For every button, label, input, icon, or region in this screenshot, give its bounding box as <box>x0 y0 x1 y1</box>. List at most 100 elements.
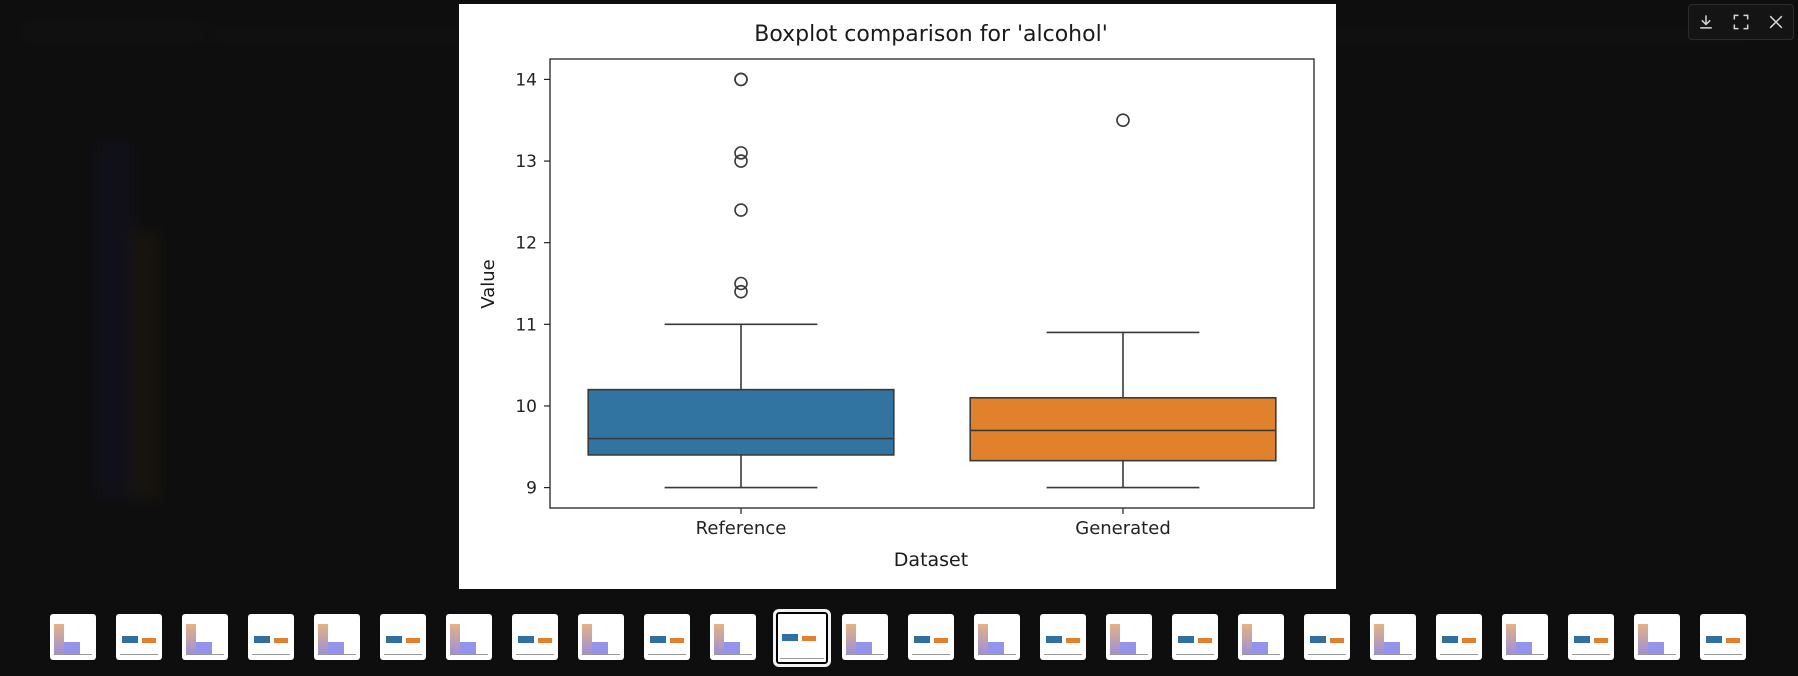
thumbnail-preview <box>846 654 884 655</box>
download-icon <box>1700 15 1713 29</box>
thumbnail[interactable] <box>908 614 954 660</box>
thumbnail-preview <box>1374 654 1412 655</box>
outlier-point <box>734 146 748 160</box>
thumbnail-preview <box>122 636 138 643</box>
thumbnail[interactable] <box>1568 614 1614 660</box>
thumbnail-preview <box>538 638 552 643</box>
thumbnail-preview <box>450 654 488 655</box>
thumbnail-preview <box>142 638 156 643</box>
thumbnail-preview <box>1706 636 1722 643</box>
thumbnail-preview <box>1442 636 1458 643</box>
outlier-point <box>734 284 748 299</box>
thumbnail-preview <box>120 654 158 655</box>
boxplot-chart: Boxplot comparison for 'alcohol' Value D… <box>478 22 1315 571</box>
thumbnail-preview <box>450 624 460 654</box>
thumbnail[interactable] <box>512 614 558 660</box>
thumbnail-preview <box>1638 654 1676 655</box>
thumbnail[interactable] <box>974 614 1020 660</box>
x-axis-label: Dataset <box>894 549 968 571</box>
thumbnail-preview <box>724 642 740 654</box>
outlier-point <box>734 72 748 87</box>
thumbnail[interactable] <box>446 614 492 660</box>
thumbnail-preview <box>1574 636 1590 643</box>
y-tick-label: 9 <box>526 479 537 499</box>
viewer-image: Boxplot comparison for 'alcohol' Value D… <box>459 4 1336 589</box>
thumbnail-preview <box>384 654 422 655</box>
thumbnail[interactable] <box>50 614 96 660</box>
thumbnail-preview <box>1506 654 1544 655</box>
thumbnail[interactable] <box>644 614 690 660</box>
thumbnail-preview <box>1594 638 1608 643</box>
thumbnail-preview <box>186 654 224 655</box>
thumbnail[interactable] <box>1502 614 1548 660</box>
thumbnail-preview <box>714 624 724 654</box>
thumbnail[interactable] <box>182 614 228 660</box>
thumbnail-preview <box>54 624 64 654</box>
thumbnail-preview <box>386 636 402 643</box>
thumbnail-preview <box>1506 624 1516 654</box>
thumbnail-preview <box>254 636 270 643</box>
thumbnail-preview <box>1330 638 1344 643</box>
box <box>969 396 1277 462</box>
thumbnail[interactable] <box>1634 614 1680 660</box>
thumbnail-preview <box>252 654 290 655</box>
thumbnail-active[interactable] <box>773 609 831 667</box>
thumbnail-preview <box>1110 624 1120 654</box>
thumbnail-preview <box>912 654 950 655</box>
thumbnail[interactable] <box>1370 614 1416 660</box>
fullscreen-icon <box>1733 14 1749 30</box>
thumbnail-preview <box>988 642 1004 654</box>
thumbnail-preview <box>1178 636 1194 643</box>
thumbnail-preview <box>1242 624 1252 654</box>
thumbnail-preview <box>318 654 356 655</box>
thumbnail[interactable] <box>1172 614 1218 660</box>
box <box>587 388 895 456</box>
thumbnail[interactable] <box>842 614 888 660</box>
thumbnail-preview <box>328 642 344 654</box>
thumbnail-preview <box>802 636 816 641</box>
thumbnail-preview <box>1726 638 1740 643</box>
thumbnail-preview <box>1110 654 1148 655</box>
x-tick-label: Reference <box>696 518 787 539</box>
close-button[interactable] <box>1762 8 1790 36</box>
thumbnail-preview <box>186 624 196 654</box>
thumbnail[interactable] <box>1040 614 1086 660</box>
thumbnail-preview <box>1704 654 1742 655</box>
y-tick-label: 10 <box>515 397 537 417</box>
thumbnail-preview <box>1516 642 1532 654</box>
thumbnail[interactable] <box>1238 614 1284 660</box>
thumbnail-preview <box>714 654 752 655</box>
thumbnail[interactable] <box>314 614 360 660</box>
thumbnail-preview <box>978 624 988 654</box>
thumbnail[interactable] <box>1304 614 1350 660</box>
thumbnail[interactable] <box>116 614 162 660</box>
thumbnail-preview <box>782 634 798 641</box>
thumbnail-preview <box>1176 654 1214 655</box>
thumbnail[interactable] <box>1700 614 1746 660</box>
x-tick-label: Generated <box>1075 518 1171 539</box>
thumbnail-preview <box>318 624 328 654</box>
outlier-point <box>734 203 748 217</box>
fullscreen-button[interactable] <box>1727 8 1755 36</box>
thumbnail[interactable] <box>710 614 756 660</box>
thumbnail-preview <box>518 636 534 643</box>
y-tick-label: 14 <box>515 70 537 90</box>
thumbnail-preview <box>1066 638 1080 643</box>
chart-title: Boxplot comparison for 'alcohol' <box>754 22 1108 47</box>
download-button[interactable] <box>1692 8 1720 36</box>
outlier-point <box>1116 113 1130 128</box>
thumbnail-preview <box>846 624 856 654</box>
thumbnail-preview <box>1120 642 1136 654</box>
thumbnail-preview <box>1310 636 1326 643</box>
thumbnail-preview <box>1384 642 1400 654</box>
thumbnail-preview <box>914 636 930 643</box>
close-icon <box>1769 15 1783 29</box>
thumbnail[interactable] <box>1436 614 1482 660</box>
thumbnail-preview <box>592 642 608 654</box>
thumbnail[interactable] <box>380 614 426 660</box>
thumbnail[interactable] <box>248 614 294 660</box>
outlier-point <box>734 154 748 168</box>
thumbnail-preview <box>1308 654 1346 655</box>
thumbnail[interactable] <box>578 614 624 660</box>
thumbnail[interactable] <box>1106 614 1152 660</box>
